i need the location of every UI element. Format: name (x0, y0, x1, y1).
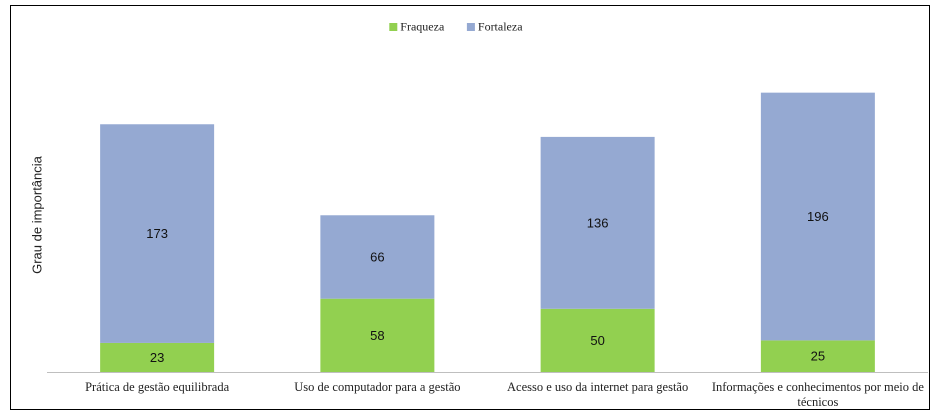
legend-label: Fortaleza (478, 19, 523, 33)
bar-segment (320, 298, 435, 372)
bar-segment (100, 342, 215, 372)
bar-segment (760, 92, 875, 341)
data-label: 25 (811, 349, 825, 364)
data-label: 23 (150, 350, 164, 365)
x-tick-label: Prática de gestão equilibrada (85, 380, 230, 394)
bar-segment (540, 136, 655, 309)
data-label: 50 (590, 333, 604, 348)
x-tick-label: Uso de computador para a gestão (294, 380, 461, 394)
x-tick-label: Informações e conhecimentos por meio de … (711, 380, 924, 409)
data-label: 66 (370, 249, 384, 264)
bar-segment (540, 308, 655, 372)
bar-segment (100, 124, 215, 343)
data-label: 196 (807, 209, 829, 224)
chart-border (10, 5, 930, 410)
legend-label: Fraqueza (400, 19, 445, 33)
bar-segment (760, 340, 875, 372)
bar-segment (320, 215, 435, 299)
legend-swatch (466, 23, 475, 31)
data-label: 58 (370, 328, 384, 343)
x-tick-label: Acesso e uso da internet para gestão (507, 380, 689, 394)
data-label: 173 (146, 226, 168, 241)
legend-swatch (389, 23, 398, 31)
y-axis-label: Grau de importância (29, 155, 44, 274)
data-label: 136 (587, 215, 609, 230)
